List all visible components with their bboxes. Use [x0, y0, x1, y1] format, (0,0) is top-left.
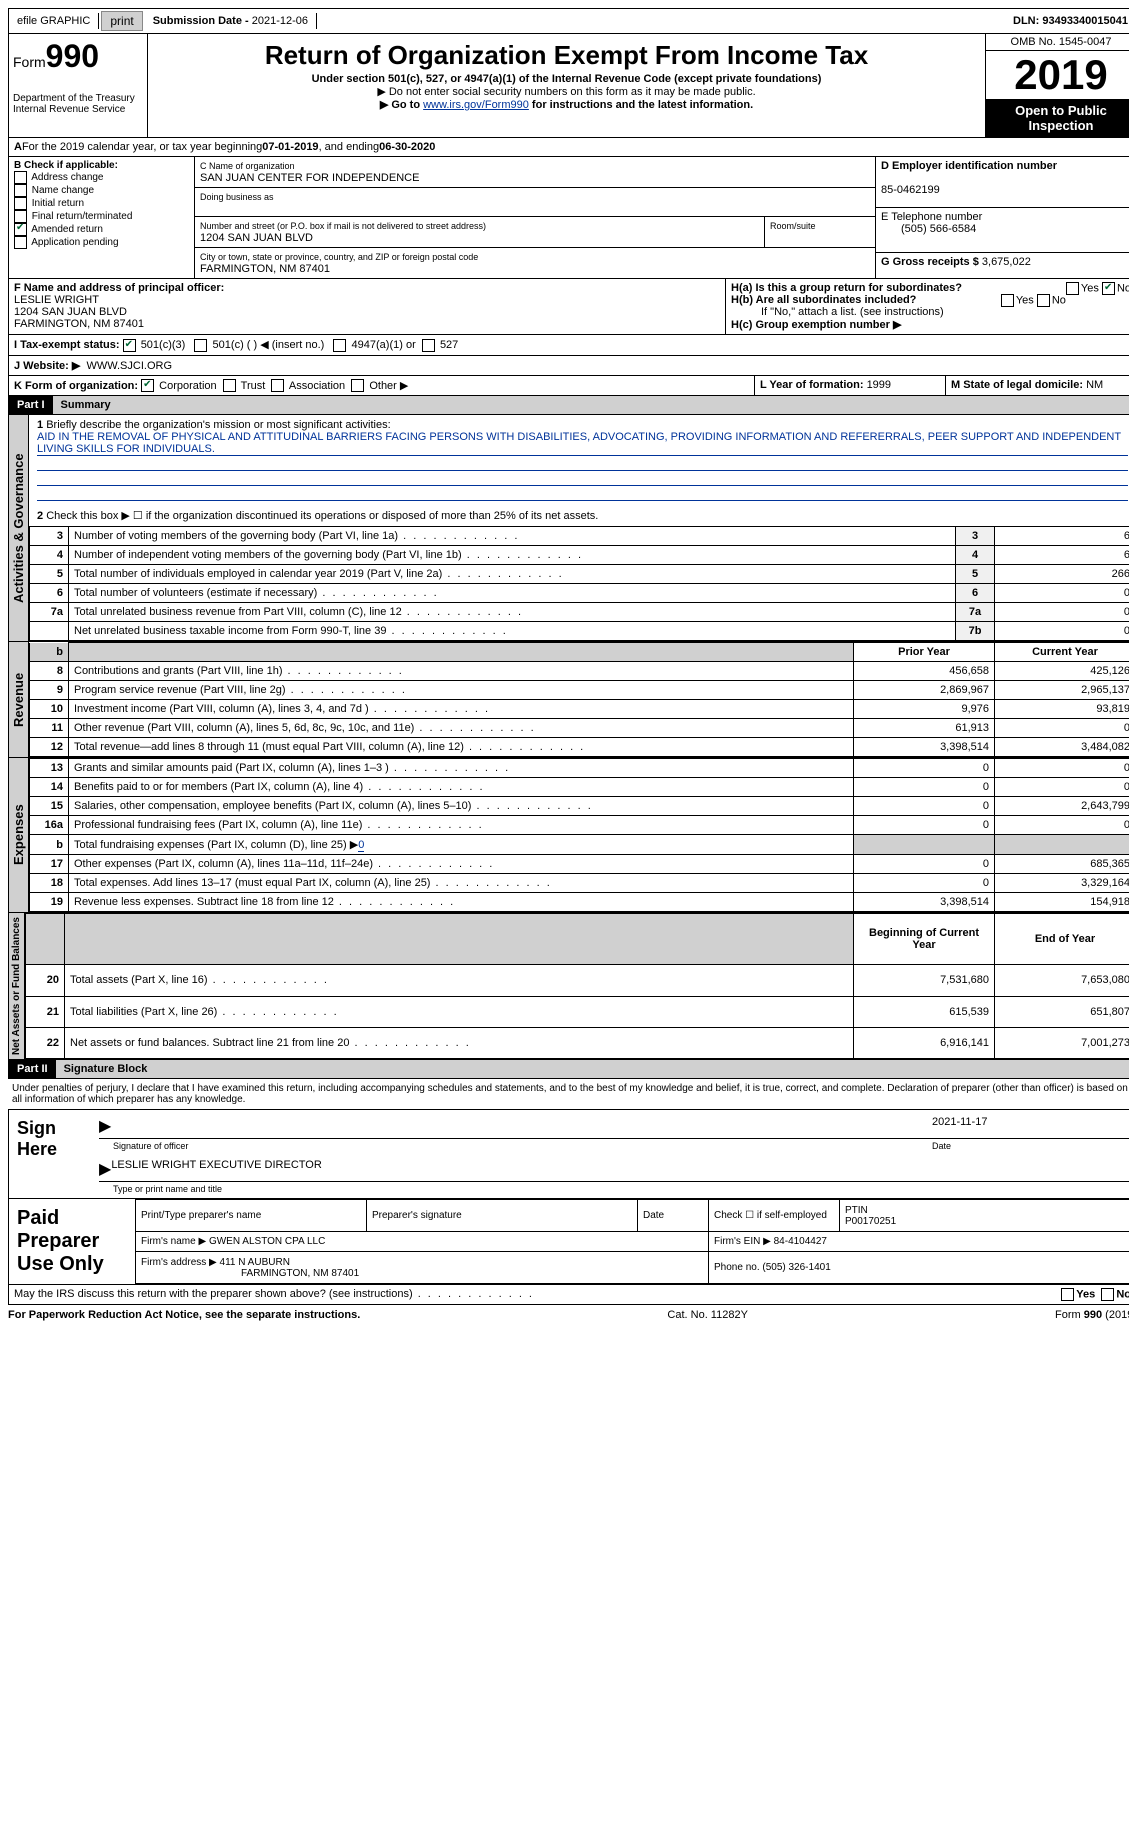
entity-block: B Check if applicable: Address change Na…	[8, 157, 1129, 279]
dept-treasury: Department of the Treasury Internal Reve…	[13, 93, 143, 115]
section-f: F Name and address of principal officer:…	[9, 279, 726, 334]
vtab-governance: Activities & Governance	[9, 415, 29, 641]
vtab-revenue: Revenue	[9, 642, 29, 757]
part1-body: Activities & Governance 1 Briefly descri…	[8, 415, 1129, 642]
checkbox-initial-return[interactable]: Initial return	[14, 197, 189, 210]
ein: 85-0462199	[881, 184, 940, 196]
page-footer: For Paperwork Reduction Act Notice, see …	[8, 1305, 1129, 1321]
expenses-block: Expenses 13Grants and similar amounts pa…	[8, 758, 1129, 913]
section-b: B Check if applicable: Address change Na…	[9, 157, 195, 278]
form-title: Return of Organization Exempt From Incom…	[152, 40, 981, 71]
discuss-row: May the IRS discuss this return with the…	[8, 1285, 1129, 1305]
netassets-block: Net Assets or Fund Balances Beginning of…	[8, 913, 1129, 1060]
vtab-expenses: Expenses	[9, 758, 29, 912]
tax-status-row: I Tax-exempt status: 501(c)(3) 501(c) ( …	[8, 335, 1129, 356]
org-city: FARMINGTON, NM 87401	[200, 263, 330, 275]
firm-ein: 84-4104427	[774, 1236, 827, 1247]
efile-label: efile GRAPHIC	[9, 13, 99, 29]
firm-phone: (505) 326-1401	[762, 1262, 830, 1273]
ptin: P00170251	[845, 1216, 896, 1227]
section-d-e-g: D Employer identification number 85-0462…	[876, 157, 1129, 278]
paid-preparer-block: Paid Preparer Use Only Print/Type prepar…	[8, 1199, 1129, 1285]
checkbox-address-change[interactable]: Address change	[14, 171, 189, 184]
instructions-link[interactable]: www.irs.gov/Form990	[423, 99, 529, 111]
form-title-cell: Return of Organization Exempt From Incom…	[148, 34, 985, 137]
form-header: Form990 Department of the Treasury Inter…	[8, 34, 1129, 138]
revenue-table: bPrior YearCurrent Year8Contributions an…	[29, 642, 1129, 757]
checkbox-final-return-terminated[interactable]: Final return/terminated	[14, 210, 189, 223]
checkbox-name-change[interactable]: Name change	[14, 184, 189, 197]
section-c: C Name of organization SAN JUAN CENTER F…	[195, 157, 876, 278]
submission-date: Submission Date - 2021-12-06	[145, 13, 317, 29]
officer-group-block: F Name and address of principal officer:…	[8, 279, 1129, 335]
website-url: WWW.SJCI.ORG	[86, 360, 172, 372]
perjury-statement: Under penalties of perjury, I declare th…	[8, 1079, 1129, 1109]
part1-header: Part I Summary	[8, 396, 1129, 415]
vtab-netassets: Net Assets or Fund Balances	[9, 913, 25, 1059]
gross-receipts: 3,675,022	[982, 256, 1031, 268]
checkbox-amended-return[interactable]: Amended return	[14, 223, 189, 236]
netassets-table: Beginning of Current YearEnd of Year20To…	[25, 913, 1129, 1059]
governance-table: 3Number of voting members of the governi…	[29, 526, 1129, 641]
website-row: J Website: ▶ WWW.SJCI.ORG	[8, 356, 1129, 376]
section-h: H(a) Is this a group return for subordin…	[726, 279, 1129, 334]
mission-text: AID IN THE REMOVAL OF PHYSICAL AND ATTIT…	[37, 431, 1121, 455]
top-bar: efile GRAPHIC print Submission Date - 20…	[8, 8, 1129, 34]
form-number-cell: Form990 Department of the Treasury Inter…	[9, 34, 148, 137]
phone: (505) 566-6584	[881, 223, 976, 235]
expenses-table: 13Grants and similar amounts paid (Part …	[29, 758, 1129, 912]
checkbox-application-pending[interactable]: Application pending	[14, 236, 189, 249]
org-address: 1204 SAN JUAN BLVD	[200, 232, 313, 244]
sign-here-block: Sign Here ▶ 2021-11-17 Signature of offi…	[8, 1109, 1129, 1199]
revenue-block: Revenue bPrior YearCurrent Year8Contribu…	[8, 642, 1129, 758]
tax-period: A For the 2019 calendar year, or tax yea…	[8, 138, 1129, 157]
org-name: SAN JUAN CENTER FOR INDEPENDENCE	[200, 172, 419, 184]
part2-header: Part II Signature Block	[8, 1060, 1129, 1079]
print-button[interactable]: print	[101, 11, 142, 31]
form-org-row: K Form of organization: Corporation Trus…	[8, 376, 1129, 397]
year-box: OMB No. 1545-0047 2019 Open to Public In…	[985, 34, 1129, 137]
dln: DLN: 93493340015041	[1005, 13, 1129, 29]
firm-name: GWEN ALSTON CPA LLC	[209, 1236, 325, 1247]
